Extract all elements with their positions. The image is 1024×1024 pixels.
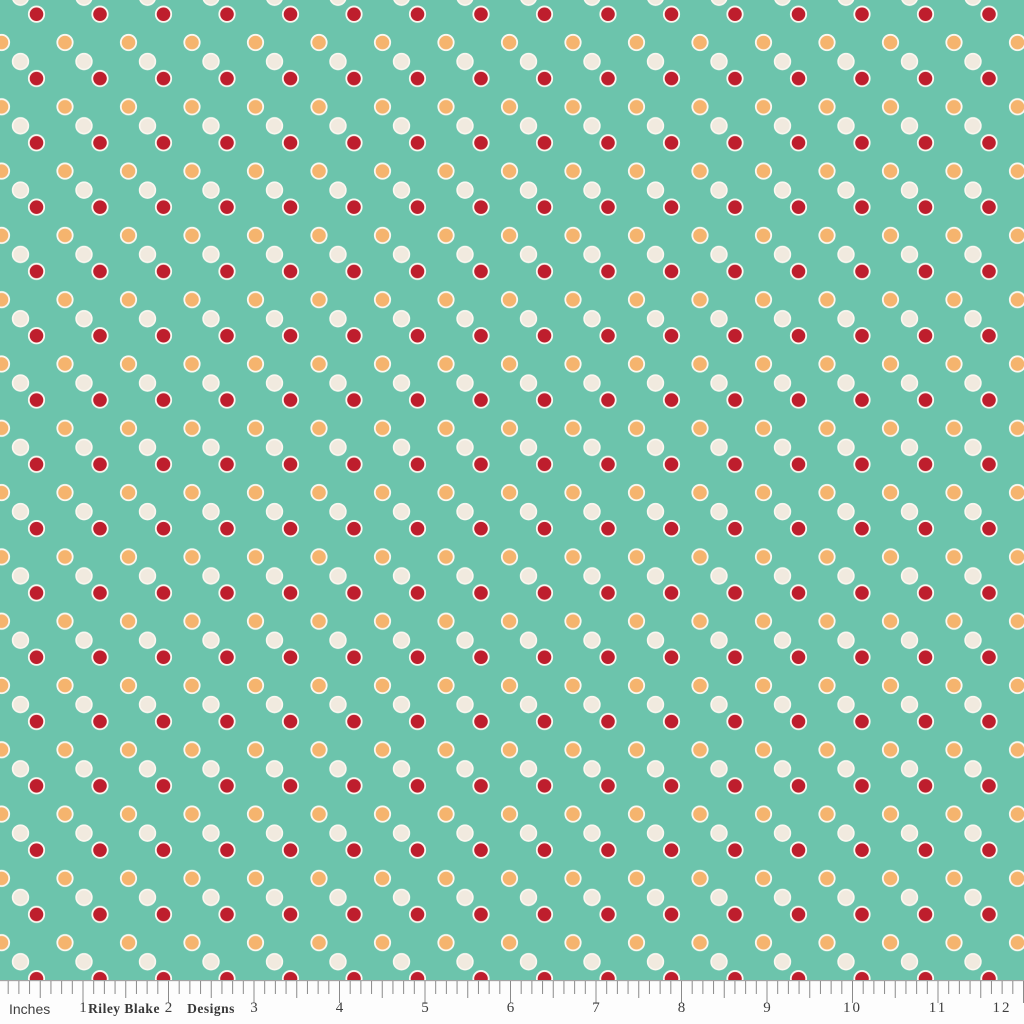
brand-riley-blake: Riley Blake xyxy=(88,1001,160,1016)
ruler-number-1: 1 xyxy=(79,1000,87,1016)
ruler-number-9: 9 xyxy=(763,1000,771,1016)
ruler-ticks xyxy=(7,981,1024,1003)
ruler-number-2: 2 xyxy=(164,1000,173,1016)
ruler-unit-label: Inches xyxy=(9,1001,51,1017)
ruler-number-3: 3 xyxy=(250,1000,258,1016)
fabric-dots-overlay xyxy=(0,0,1024,981)
ruler-number-10: 10 xyxy=(843,1000,862,1016)
ruler-number-12: 12 xyxy=(992,1000,1012,1016)
ruler-number-8: 8 xyxy=(677,1000,686,1016)
fabric-pattern xyxy=(0,0,1024,981)
ruler: Inches Riley Blake Designs 1 2 3 4 5 6 7 8 9 10 11… xyxy=(0,980,1024,1024)
ruler-number-7: 7 xyxy=(592,1000,600,1016)
brand-designs: Designs xyxy=(187,1001,235,1016)
ruler-number-5: 5 xyxy=(421,1000,429,1016)
ruler-number-11: 11 xyxy=(928,1000,948,1016)
ruler-number-4: 4 xyxy=(335,1000,344,1016)
ruler-number-6: 6 xyxy=(506,1000,515,1016)
